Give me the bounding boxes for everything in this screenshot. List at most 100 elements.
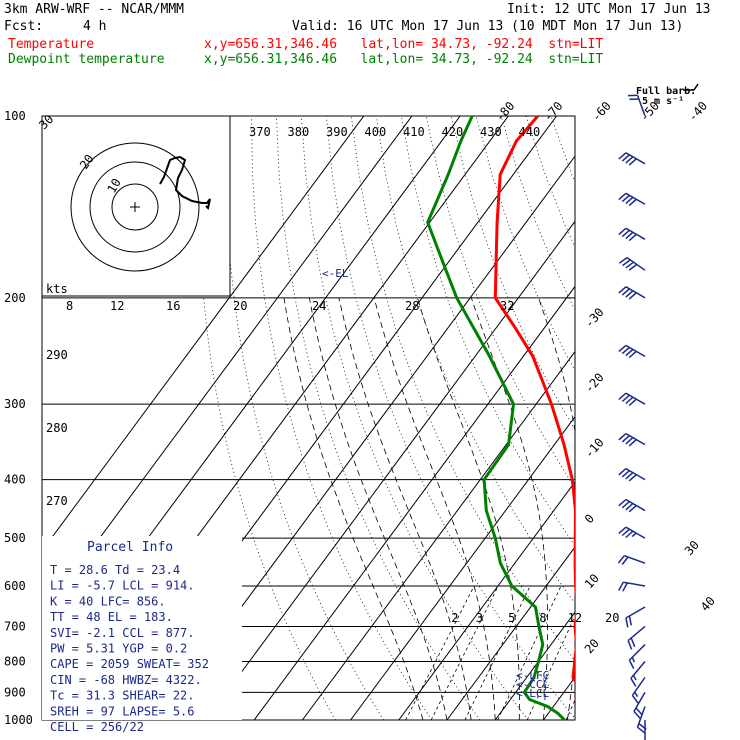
wind-barb-feather bbox=[625, 156, 634, 164]
init-time: Init: 12 UTC Mon 17 Jun 13 bbox=[507, 2, 711, 17]
isotherm-50 bbox=[688, 116, 740, 720]
isotherm-label: 30 bbox=[682, 538, 702, 558]
moist-adiabat--5 bbox=[283, 297, 424, 720]
isotherm--50 bbox=[205, 220, 575, 720]
wind-barb bbox=[618, 526, 646, 539]
moist-adiabat-0 bbox=[309, 297, 448, 720]
wind-barb-feather bbox=[628, 439, 637, 447]
isotherm-label: -40 bbox=[685, 99, 710, 124]
plot-frame bbox=[41, 115, 576, 721]
isotherm-label: 20 bbox=[582, 636, 602, 656]
isotherm--20 bbox=[350, 415, 575, 720]
wind-barb-feather bbox=[617, 555, 625, 564]
moist-adiabat-30 bbox=[592, 298, 628, 720]
hodograph-ring-30 bbox=[70, 142, 200, 272]
theta-label: 420 bbox=[442, 125, 464, 139]
theta-label: 400 bbox=[365, 125, 387, 139]
hodograph-ring-20 bbox=[89, 161, 181, 253]
parcel-info-row: CELL = 256/22 bbox=[50, 720, 144, 734]
wind-barb-feather bbox=[622, 259, 631, 267]
wind-barb-feather bbox=[625, 196, 634, 205]
dry-adiabat-410 bbox=[601, 116, 740, 720]
hodograph-speed-tick: 32 bbox=[500, 299, 514, 313]
wind-barb-feather bbox=[628, 659, 635, 669]
dry-adiabat-330 bbox=[400, 116, 575, 547]
wind-barb-half-feather bbox=[631, 532, 637, 538]
pressure-label: 600 bbox=[4, 579, 26, 593]
isotherm-label: -10 bbox=[582, 435, 607, 460]
isotherm-label: 40 bbox=[698, 594, 718, 614]
mixing-ratio-line-3 bbox=[430, 585, 499, 720]
wind-barb bbox=[630, 660, 646, 687]
wind-barb bbox=[627, 94, 646, 117]
wind-barb-feather bbox=[628, 292, 637, 300]
dry-adiabat-260 bbox=[225, 116, 384, 720]
wind-barb-feather bbox=[618, 152, 627, 160]
isotherm-40 bbox=[640, 116, 740, 720]
dry-adiabat-360 bbox=[475, 116, 575, 372]
wind-barb-half-feather bbox=[631, 657, 636, 663]
wind-barb-feather bbox=[630, 677, 637, 687]
dry-adiabat-340 bbox=[425, 116, 575, 489]
dry-adiabat-370 bbox=[500, 116, 575, 311]
isotherm-30 bbox=[592, 116, 740, 720]
wind-barb-feather bbox=[618, 498, 627, 507]
wind-barb-feather bbox=[618, 468, 627, 476]
wind-barb-feather bbox=[625, 617, 629, 628]
hodograph: 10 20 30 kts bbox=[36, 112, 231, 297]
barb-key-title: Full barb: bbox=[636, 86, 696, 97]
wind-barb bbox=[618, 392, 646, 407]
model-title: 3km ARW-WRF -- NCAR/MMM bbox=[4, 2, 185, 17]
theta-label: 370 bbox=[249, 125, 271, 139]
wind-barb-feather bbox=[621, 435, 630, 443]
isotherm-10 bbox=[494, 611, 575, 720]
wind-barb-feather bbox=[625, 290, 634, 298]
wind-barb-feather bbox=[618, 344, 627, 353]
wind-barb-feather bbox=[637, 726, 646, 734]
dewpoint-profile bbox=[426, 116, 566, 720]
mixing-ratio-line-2 bbox=[405, 585, 475, 720]
wind-barb-feather bbox=[618, 192, 627, 201]
wind-barb bbox=[618, 286, 646, 300]
dry-adiabat-280 bbox=[276, 116, 481, 720]
theta-side-label: 280 bbox=[46, 421, 68, 435]
hodograph-ring-label-20: 20 bbox=[77, 152, 97, 172]
dry-adiabat-430 bbox=[651, 116, 740, 720]
wind-barb-feather bbox=[628, 615, 633, 626]
isotherm-label: -60 bbox=[589, 99, 614, 124]
wind-barb-feather bbox=[628, 504, 637, 513]
wind-barb-feather bbox=[625, 437, 634, 445]
pressure-label: 500 bbox=[4, 531, 26, 545]
wind-barb-feather bbox=[621, 288, 630, 296]
pressure-label: 200 bbox=[4, 291, 26, 305]
dry-adiabat-310 bbox=[350, 116, 575, 662]
hodograph-trace bbox=[159, 155, 211, 210]
wind-barb bbox=[631, 676, 646, 704]
moist-adiabat-10 bbox=[373, 297, 496, 720]
dry-adiabat-450 bbox=[701, 116, 740, 720]
hodograph-speed-tick: 24 bbox=[312, 299, 326, 313]
isotherm-label: -30 bbox=[582, 305, 607, 330]
parcel-info-row: CIN = -68 HWBZ= 4322. bbox=[50, 673, 202, 687]
isotherm-label: -70 bbox=[541, 99, 566, 124]
el-marker: <-EL bbox=[322, 267, 349, 280]
temperature-profile bbox=[493, 116, 575, 702]
dewpoint-legend: Dewpoint temperature bbox=[8, 52, 165, 67]
valid-time: Valid: 16 UTC Mon 17 Jun 13 (10 MDT Mon … bbox=[292, 19, 684, 34]
isotherm--40 bbox=[253, 285, 575, 720]
wind-barb-feather bbox=[621, 346, 630, 355]
mixing-ratio-line-5 bbox=[464, 585, 531, 720]
barb-key-icon bbox=[683, 83, 699, 91]
pressure-label: 100 bbox=[4, 109, 26, 123]
wind-barb-feather bbox=[625, 530, 634, 539]
wind-barb-feather bbox=[625, 472, 634, 480]
wind-barb-feather bbox=[618, 526, 627, 535]
theta-label: 380 bbox=[288, 125, 310, 139]
wind-barb-feather bbox=[628, 158, 637, 166]
pressure-label: 400 bbox=[4, 473, 26, 487]
wind-barb-feather bbox=[625, 261, 634, 269]
isotherm--110 bbox=[42, 116, 365, 552]
wind-barb-feather bbox=[628, 233, 637, 242]
forecast-hour: 4 h bbox=[83, 19, 107, 34]
dry-adiabat-420 bbox=[626, 116, 740, 720]
